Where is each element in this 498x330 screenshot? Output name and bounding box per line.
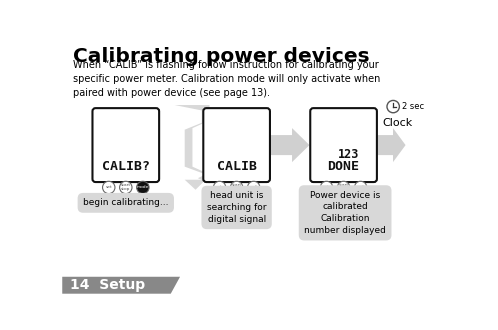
Polygon shape [62,277,180,294]
Circle shape [231,181,243,194]
Text: 123: 123 [338,148,359,161]
Text: start
stop: start stop [339,183,349,191]
Text: CALIB: CALIB [217,160,256,173]
Circle shape [355,181,367,194]
Text: Power device is
calibrated
Calibration
number displayed: Power device is calibrated Calibration n… [304,191,386,235]
Text: Calibrating power devices: Calibrating power devices [73,47,370,66]
Text: When “CALIB” is flashing follow instruction for calibrating your
specific power : When “CALIB” is flashing follow instruct… [73,60,380,98]
Text: DONE: DONE [328,160,360,173]
Polygon shape [271,128,309,162]
Text: 2 sec: 2 sec [402,102,425,111]
Text: start
stop: start stop [232,183,242,191]
Text: begin calibrating...: begin calibrating... [83,198,168,207]
Circle shape [337,181,350,194]
Circle shape [248,181,260,194]
Text: 14  Setup: 14 Setup [70,278,145,292]
Text: head unit is
searching for
digital signal: head unit is searching for digital signa… [207,191,266,224]
PathPatch shape [175,105,210,183]
Text: mode: mode [248,185,260,189]
Circle shape [120,181,132,194]
Circle shape [103,181,115,194]
Text: mode: mode [355,185,367,189]
FancyBboxPatch shape [93,108,159,182]
Circle shape [136,181,149,194]
Text: start
stop: start stop [121,183,131,191]
Circle shape [320,181,333,194]
Polygon shape [377,128,405,162]
FancyBboxPatch shape [310,108,377,182]
Text: Clock: Clock [382,118,413,128]
Text: CALIB?: CALIB? [102,160,150,173]
FancyBboxPatch shape [203,108,270,182]
Text: set: set [106,185,112,189]
Text: set: set [323,185,330,189]
Circle shape [387,100,399,113]
Circle shape [213,181,226,194]
Polygon shape [185,180,206,190]
Text: mode: mode [136,185,149,189]
Text: set: set [216,185,223,189]
